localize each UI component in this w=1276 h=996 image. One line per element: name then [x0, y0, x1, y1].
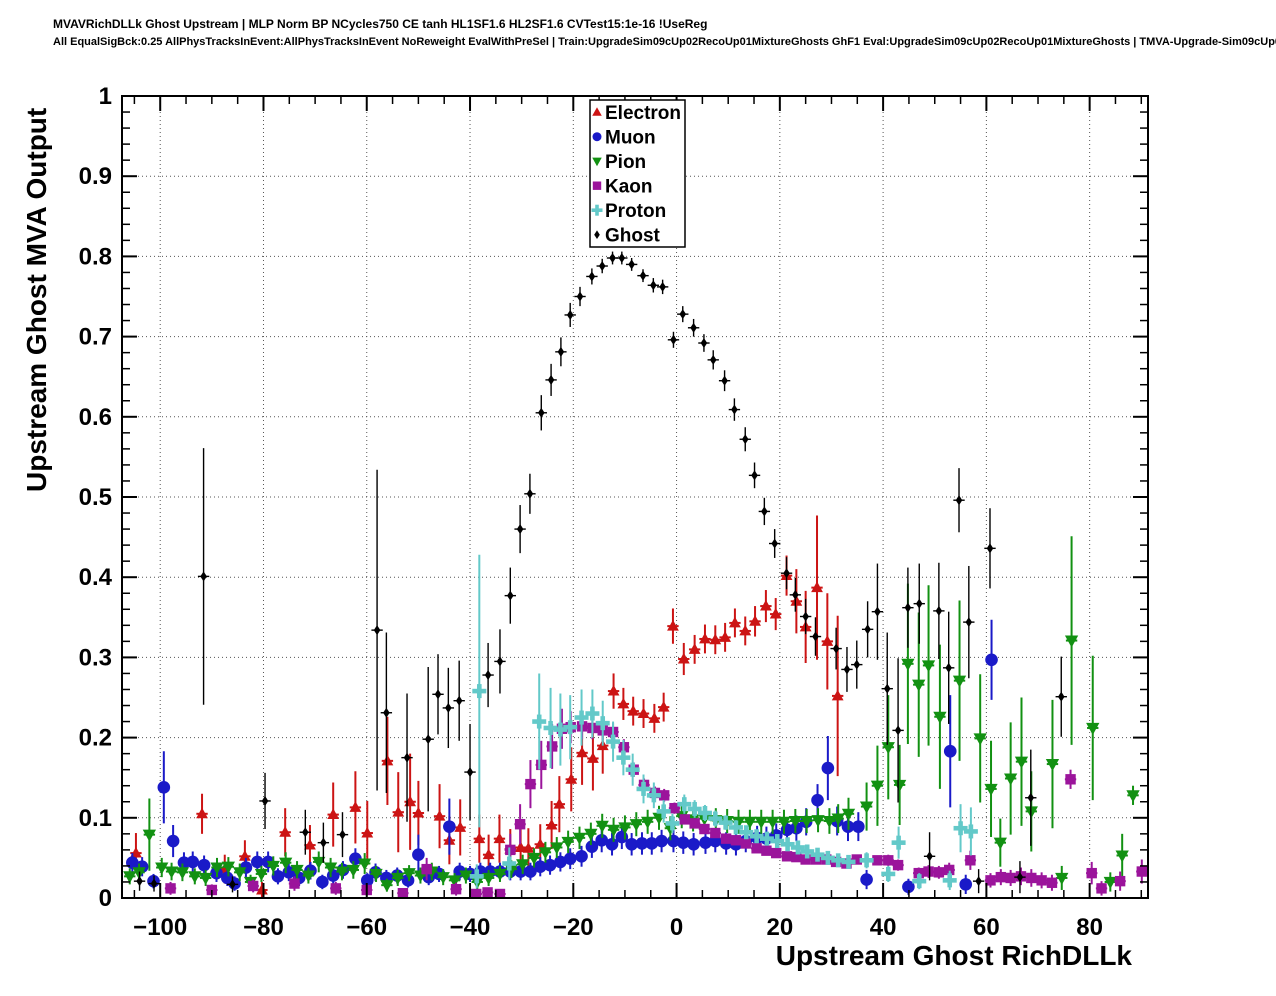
svg-text:40: 40 [870, 914, 897, 941]
svg-text:0.3: 0.3 [79, 644, 112, 671]
legend: Electron Muon Pion Kaon Proton Ghost [589, 99, 686, 248]
svg-text:−60: −60 [346, 914, 387, 941]
svg-text:0.8: 0.8 [79, 243, 112, 270]
legend-label-proton: Proton [605, 201, 666, 222]
legend-label-kaon: Kaon [605, 177, 653, 198]
header-line-2: All EqualSigBck:0.25 AllPhysTracksInEven… [53, 36, 1276, 48]
series-pion [123, 536, 1140, 893]
svg-text:80: 80 [1076, 914, 1103, 941]
data-series [123, 251, 1148, 898]
svg-text:−100: −100 [133, 914, 187, 941]
svg-text:0.5: 0.5 [79, 484, 112, 511]
svg-text:0.7: 0.7 [79, 324, 112, 351]
legend-item-pion: Pion [592, 152, 646, 173]
svg-text:−20: −20 [553, 914, 594, 941]
legend-item-ghost: Ghost [594, 226, 661, 247]
svg-text:0.6: 0.6 [79, 404, 112, 431]
svg-text:60: 60 [973, 914, 1000, 941]
series-proton [469, 554, 978, 890]
svg-text:0.9: 0.9 [79, 163, 112, 190]
y-axis-title: Upstream Ghost MVA Output [21, 108, 52, 492]
legend-label-pion: Pion [605, 152, 646, 173]
legend-item-electron: Electron [592, 103, 681, 124]
svg-text:0.1: 0.1 [79, 805, 112, 832]
legend-label-ghost: Ghost [605, 226, 661, 247]
legend-item-proton: Proton [591, 201, 666, 222]
svg-text:0.2: 0.2 [79, 725, 112, 752]
legend-label-electron: Electron [605, 103, 681, 124]
svg-text:1: 1 [99, 83, 112, 110]
svg-text:−80: −80 [243, 914, 284, 941]
svg-text:−40: −40 [450, 914, 491, 941]
tick-labels: −100 −80 −60 −40 −20 0 20 40 60 80 0 0.1 0.2 0.3 0.4 0.… [79, 83, 1103, 941]
legend-item-muon: Muon [592, 128, 656, 149]
series-ghost [133, 251, 1067, 894]
legend-item-kaon: Kaon [592, 177, 653, 198]
svg-text:0: 0 [99, 885, 112, 912]
x-axis-title: Upstream Ghost RichDLLk [776, 940, 1133, 971]
svg-text:0: 0 [670, 914, 683, 941]
axis-ticks [122, 95, 1148, 899]
svg-text:20: 20 [766, 914, 793, 941]
svg-text:0.4: 0.4 [79, 564, 113, 591]
legend-label-muon: Muon [605, 128, 656, 149]
header-line-1: MVAVRichDLLk Ghost Upstream | MLP Norm B… [53, 17, 708, 31]
